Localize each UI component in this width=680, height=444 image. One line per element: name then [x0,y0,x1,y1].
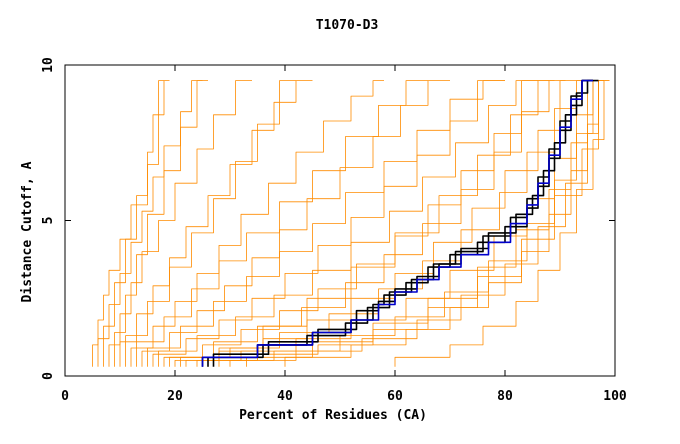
series-line-orange-4 [130,80,384,367]
y-tick-label-0: 0 [41,372,56,380]
series-line-black-26 [212,79,599,367]
series-line-orange-12 [394,80,610,367]
series-line-orange-3 [119,80,313,367]
y-axis-label: Distance Cutoff, A [20,161,35,302]
chart-title: T1070-D3 [316,18,379,33]
x-tick-label-5: 100 [603,389,627,404]
series-line-orange-23 [218,80,555,367]
y-tick-label-2: 10 [41,57,56,73]
series-line-orange-16 [147,80,505,367]
axis-ticks: 0 20 40 60 80 100 0 5 10 [41,57,627,404]
series-line-orange-15 [136,80,428,367]
series-line-orange-5 [141,80,450,367]
series-line-orange-1 [97,80,203,367]
x-tick-label-2: 40 [277,389,293,404]
series-line-orange-17 [158,80,538,367]
y-tick-label-1: 5 [41,217,56,225]
series-line-orange-13 [114,80,208,367]
x-tick-label-4: 80 [497,389,513,404]
plot-area [92,79,610,367]
series-line-blue-28 [201,79,593,367]
series-line-orange-20 [207,80,599,367]
x-tick-label-0: 0 [61,389,69,404]
series-line-orange-14 [125,80,296,367]
series-line-orange-0 [92,80,170,367]
series-line-orange-6 [152,80,505,367]
series-line-orange-2 [108,80,252,367]
series-line-orange-22 [103,80,164,367]
x-tick-label-3: 60 [387,389,403,404]
series-line-orange-18 [169,80,566,367]
x-axis-label: Percent of Residues (CA) [239,408,427,423]
x-tick-label-1: 20 [167,389,183,404]
